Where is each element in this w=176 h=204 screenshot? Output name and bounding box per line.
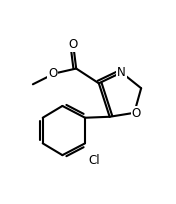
Text: O: O	[48, 67, 57, 80]
Text: O: O	[132, 107, 141, 120]
Text: Cl: Cl	[88, 154, 100, 167]
Text: O: O	[69, 38, 78, 51]
Text: N: N	[117, 66, 126, 79]
